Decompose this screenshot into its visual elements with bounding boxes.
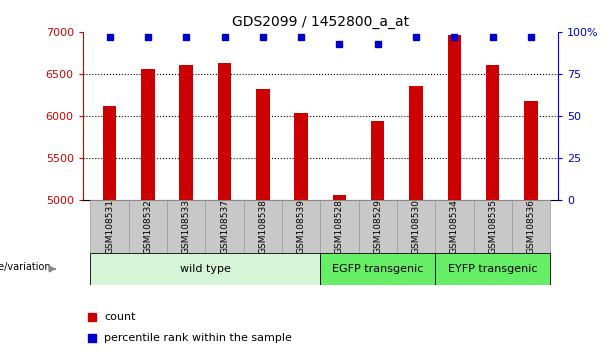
Text: GSM108528: GSM108528 xyxy=(335,199,344,254)
Bar xyxy=(91,200,129,253)
Bar xyxy=(435,200,474,253)
Bar xyxy=(371,121,384,200)
Text: GSM108537: GSM108537 xyxy=(220,199,229,254)
Bar xyxy=(244,200,282,253)
Text: EYFP transgenic: EYFP transgenic xyxy=(448,264,538,274)
Bar xyxy=(218,63,231,200)
Text: GSM108529: GSM108529 xyxy=(373,199,383,254)
Text: count: count xyxy=(104,312,135,322)
Text: GSM108538: GSM108538 xyxy=(258,199,267,254)
Bar xyxy=(321,200,359,253)
Text: wild type: wild type xyxy=(180,264,230,274)
Text: GSM108531: GSM108531 xyxy=(105,199,114,254)
Bar xyxy=(167,200,205,253)
Bar xyxy=(256,89,270,200)
Bar xyxy=(294,113,308,200)
Bar xyxy=(397,200,435,253)
Bar xyxy=(435,253,550,285)
Bar xyxy=(409,86,423,200)
Text: percentile rank within the sample: percentile rank within the sample xyxy=(104,332,292,343)
Bar xyxy=(474,200,512,253)
Text: GSM108536: GSM108536 xyxy=(527,199,536,254)
Bar xyxy=(282,200,321,253)
Text: EGFP transgenic: EGFP transgenic xyxy=(332,264,424,274)
Bar xyxy=(321,253,435,285)
Bar xyxy=(91,253,321,285)
Bar xyxy=(103,106,116,200)
Title: GDS2099 / 1452800_a_at: GDS2099 / 1452800_a_at xyxy=(232,16,409,29)
Text: GSM108535: GSM108535 xyxy=(488,199,497,254)
Bar xyxy=(359,200,397,253)
Text: GSM108530: GSM108530 xyxy=(411,199,421,254)
Bar xyxy=(333,195,346,200)
Text: GSM108533: GSM108533 xyxy=(181,199,191,254)
Text: GSM108532: GSM108532 xyxy=(143,199,153,254)
Bar xyxy=(129,200,167,253)
Bar xyxy=(447,35,461,200)
Text: GSM108534: GSM108534 xyxy=(450,199,459,254)
Bar xyxy=(141,69,154,200)
Bar xyxy=(180,65,193,200)
Text: GSM108539: GSM108539 xyxy=(297,199,306,254)
Text: genotype/variation: genotype/variation xyxy=(0,262,51,273)
Bar xyxy=(486,65,500,200)
Bar xyxy=(205,200,244,253)
Bar xyxy=(512,200,550,253)
Bar xyxy=(524,101,538,200)
